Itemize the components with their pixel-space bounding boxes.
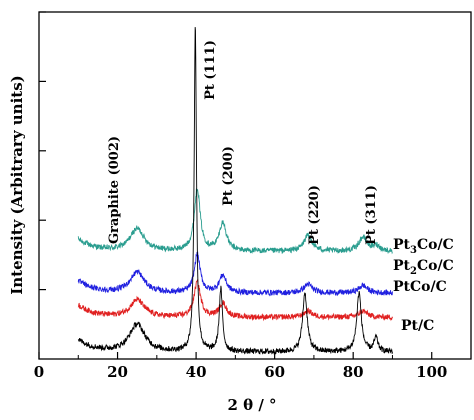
curves-layer [77, 27, 393, 355]
peak-annotations: Graphite (002) Pt (111) Pt (200) Pt (220) Pt… [107, 40, 379, 245]
series-label: Pt/C [401, 318, 434, 334]
peak-label: Pt (220) [307, 185, 322, 245]
peak-label: Pt (111) [203, 40, 218, 100]
x-tick-label: 80 [343, 363, 364, 381]
series-line-3 [77, 27, 393, 355]
x-tick-label: 100 [416, 363, 447, 381]
x-axis-ticks: 0 20 40 60 80 100 [34, 352, 447, 381]
x-tick-label: 60 [264, 363, 285, 381]
peak-label: Pt (311) [364, 185, 379, 245]
peak-label: Pt (200) [221, 146, 236, 206]
y-axis-title: Intensity (Arbitrary units) [8, 75, 26, 295]
series-label: PtCo/C [393, 279, 447, 295]
x-axis-title: 2 θ / ° [227, 396, 276, 414]
peak-label: Graphite (002) [107, 136, 122, 244]
series-line-0 [77, 188, 393, 255]
series-labels: Pt3Co/C Pt2Co/C PtCo/C Pt/C [393, 237, 454, 334]
x-tick-label: 0 [34, 363, 44, 381]
series-line-2 [77, 279, 393, 322]
x-tick-label: 40 [186, 363, 207, 381]
series-label: Pt3Co/C [393, 237, 454, 256]
plot-frame [38, 11, 472, 360]
y-axis-ticks [39, 11, 46, 291]
x-tick-label: 20 [107, 363, 128, 381]
series-line-1 [77, 251, 393, 297]
series-label: Pt2Co/C [393, 258, 454, 277]
